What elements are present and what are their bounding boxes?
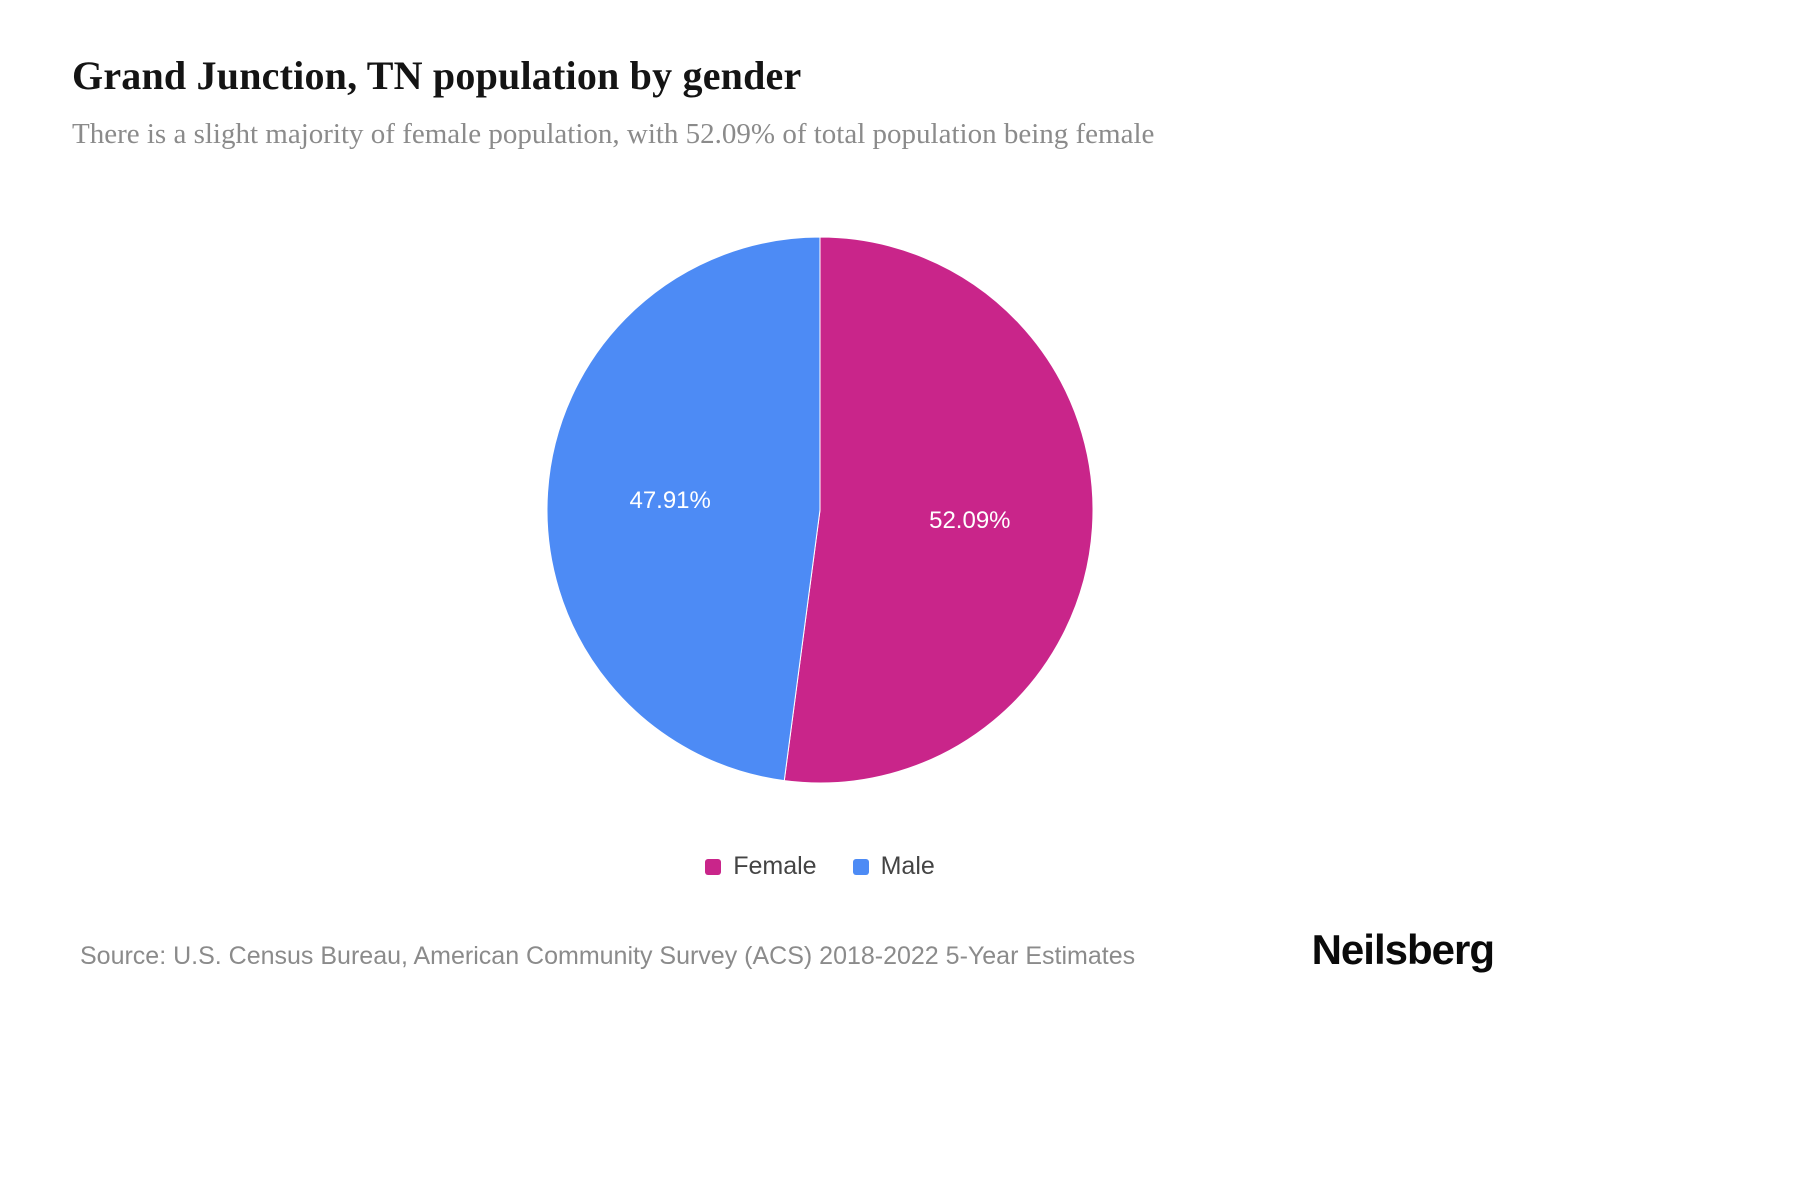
legend-item-female[interactable]: Female	[705, 852, 817, 881]
pie-chart: 52.09% 47.91%	[545, 235, 1095, 785]
source-note: Source: U.S. Census Bureau, American Com…	[80, 942, 1136, 970]
brand-logo: Neilsberg	[1311, 926, 1495, 973]
legend-label-female: Female	[733, 852, 817, 880]
legend-marker-female	[705, 858, 722, 875]
chart-legend: Female Male	[0, 852, 1640, 881]
pie-slice-value-male: 47.91%	[629, 487, 710, 514]
pie-slice-male[interactable]	[546, 236, 821, 782]
legend-label-male: Male	[880, 852, 935, 880]
legend-marker-male	[852, 858, 869, 875]
pie-chart-svg: 52.09% 47.91%	[546, 236, 1094, 784]
legend-item-male[interactable]: Male	[852, 852, 935, 881]
pie-slice-value-female: 52.09%	[929, 507, 1010, 534]
pie-slice-female[interactable]	[783, 236, 1094, 784]
chart-title: Grand Junction, TN population by gender	[72, 53, 802, 98]
chart-subtitle: There is a slight majority of female pop…	[72, 118, 1155, 150]
